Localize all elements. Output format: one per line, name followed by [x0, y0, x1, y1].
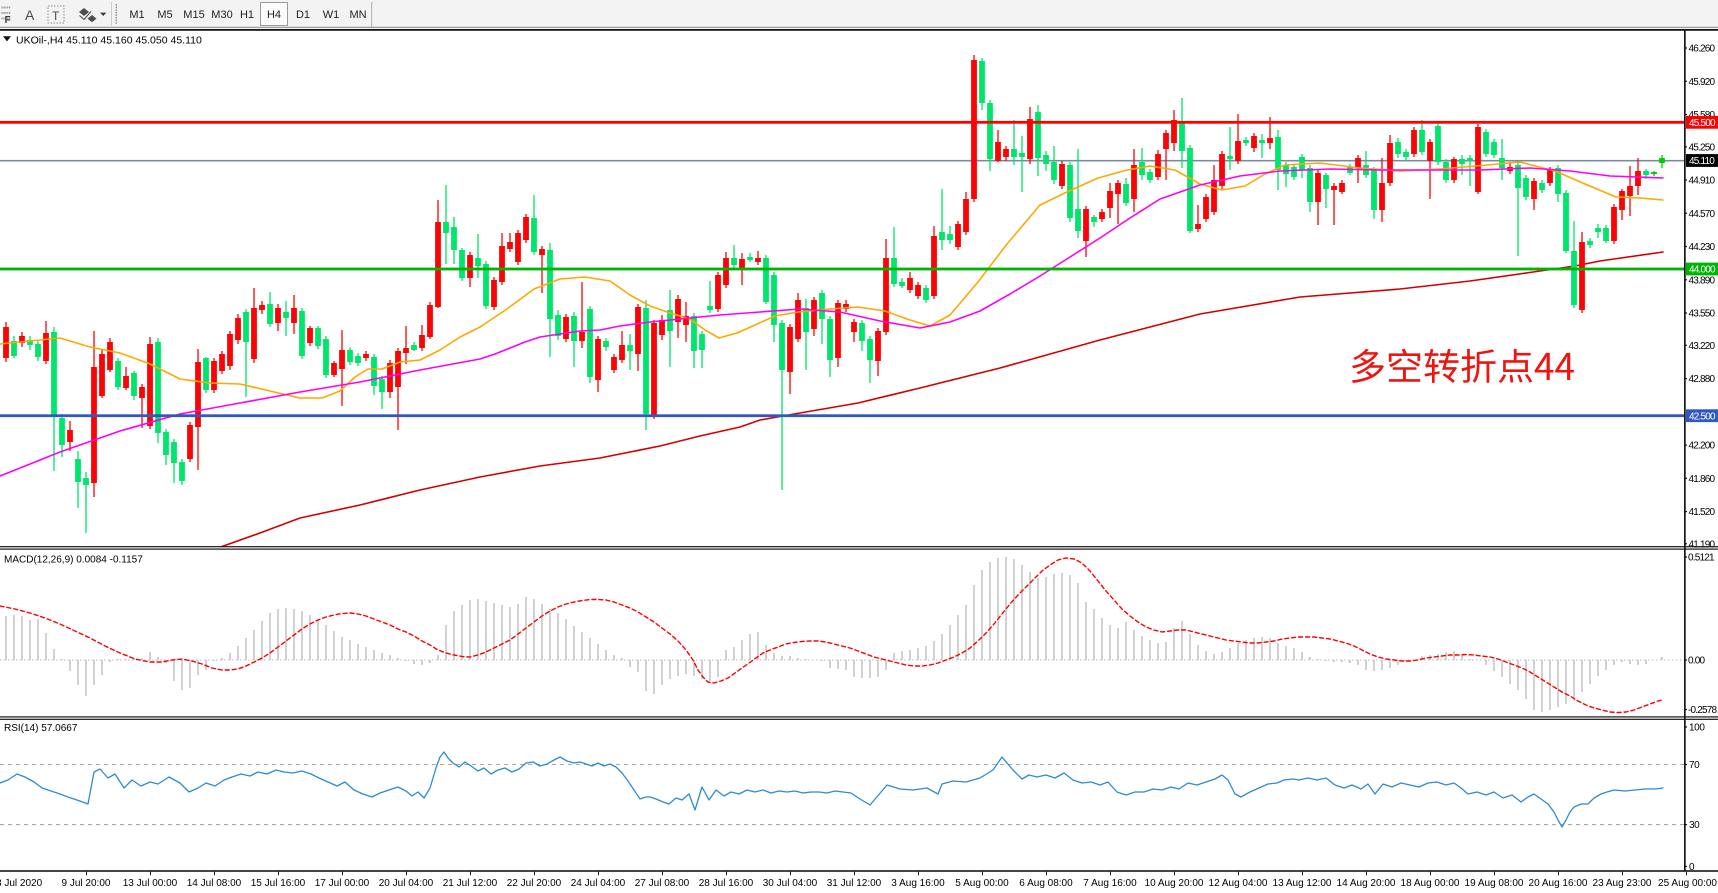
svg-text:5 Aug 00:00: 5 Aug 00:00 [955, 878, 1009, 889]
svg-text:44.570: 44.570 [1689, 209, 1716, 220]
svg-text:20 Jul 04:00: 20 Jul 04:00 [379, 878, 434, 889]
svg-text:MACD(12,26,9) 0.0084 -0.1157: MACD(12,26,9) 0.0084 -0.1157 [4, 555, 143, 566]
svg-text:45.920: 45.920 [1689, 77, 1716, 88]
svg-text:F: F [5, 15, 11, 26]
svg-text:25 Aug 00:00: 25 Aug 00:00 [1658, 878, 1717, 889]
svg-text:0.5121: 0.5121 [1688, 553, 1715, 564]
svg-text:70: 70 [1689, 760, 1700, 771]
svg-text:A: A [25, 7, 35, 23]
svg-text:21 Jul 12:00: 21 Jul 12:00 [443, 878, 498, 889]
svg-text:UKOil-,H4 45.110 45.160 45.05: UKOil-,H4 45.110 45.160 45.050 45.110 [16, 35, 202, 47]
svg-text:42.500: 42.500 [1689, 411, 1716, 422]
svg-text:24 Jul 04:00: 24 Jul 04:00 [571, 878, 626, 889]
svg-text:H4: H4 [267, 9, 281, 21]
svg-text:43.550: 43.550 [1689, 309, 1716, 320]
svg-text:-0.2578: -0.2578 [1688, 705, 1718, 716]
svg-text:30: 30 [1689, 820, 1700, 831]
svg-text:M5: M5 [157, 9, 172, 21]
svg-text:10 Aug 20:00: 10 Aug 20:00 [1145, 878, 1204, 889]
svg-text:12 Aug 04:00: 12 Aug 04:00 [1209, 878, 1268, 889]
svg-text:42.200: 42.200 [1689, 441, 1716, 452]
svg-text:22 Jul 20:00: 22 Jul 20:00 [507, 878, 562, 889]
svg-text:19 Aug 08:00: 19 Aug 08:00 [1465, 878, 1524, 889]
svg-text:45.250: 45.250 [1689, 142, 1716, 153]
svg-text:44.000: 44.000 [1689, 265, 1716, 276]
svg-text:42.880: 42.880 [1689, 374, 1716, 385]
svg-text:14 Aug 20:00: 14 Aug 20:00 [1337, 878, 1396, 889]
svg-text:100: 100 [1689, 723, 1705, 734]
svg-text:28 Jul 16:00: 28 Jul 16:00 [699, 878, 754, 889]
svg-text:41.520: 41.520 [1689, 507, 1716, 518]
svg-text:44.230: 44.230 [1689, 242, 1716, 253]
svg-text:8 Jul 2020: 8 Jul 2020 [0, 878, 43, 889]
svg-text:27 Jul 08:00: 27 Jul 08:00 [635, 878, 690, 889]
svg-text:M1: M1 [129, 9, 144, 21]
svg-text:9 Jul 20:00: 9 Jul 20:00 [62, 878, 111, 889]
svg-text:0.00: 0.00 [1688, 656, 1706, 667]
svg-text:D1: D1 [296, 9, 310, 21]
svg-text:15 Jul 16:00: 15 Jul 16:00 [251, 878, 306, 889]
svg-text:H1: H1 [240, 9, 254, 21]
svg-text:13 Jul 00:00: 13 Jul 00:00 [123, 878, 178, 889]
svg-text:46.260: 46.260 [1689, 44, 1716, 55]
svg-text:W1: W1 [323, 9, 340, 21]
svg-text:20 Aug 16:00: 20 Aug 16:00 [1529, 878, 1588, 889]
svg-text:3 Aug 16:00: 3 Aug 16:00 [891, 878, 945, 889]
svg-text:23 Aug 23:00: 23 Aug 23:00 [1593, 878, 1652, 889]
svg-text:45.500: 45.500 [1689, 118, 1716, 129]
svg-text:30 Jul 04:00: 30 Jul 04:00 [763, 878, 818, 889]
svg-text:44.910: 44.910 [1689, 176, 1716, 187]
svg-text:M30: M30 [211, 9, 232, 21]
svg-text:14 Jul 08:00: 14 Jul 08:00 [187, 878, 242, 889]
svg-text:43.220: 43.220 [1689, 341, 1716, 352]
svg-text:0: 0 [1689, 862, 1695, 873]
svg-text:RSI(14) 57.0667: RSI(14) 57.0667 [4, 723, 78, 734]
svg-text:T: T [52, 9, 60, 23]
svg-text:7 Aug 16:00: 7 Aug 16:00 [1083, 878, 1137, 889]
svg-text:17 Jul 00:00: 17 Jul 00:00 [315, 878, 370, 889]
svg-text:45.580: 45.580 [1689, 110, 1716, 121]
svg-text:45.110: 45.110 [1689, 156, 1715, 167]
svg-text:18 Aug 00:00: 18 Aug 00:00 [1401, 878, 1460, 889]
svg-text:M15: M15 [183, 9, 204, 21]
svg-text:41.860: 41.860 [1689, 474, 1716, 485]
svg-text:MN: MN [349, 9, 366, 21]
svg-text:41.190: 41.190 [1689, 539, 1716, 550]
svg-text:31 Jul 12:00: 31 Jul 12:00 [827, 878, 882, 889]
svg-text:6 Aug 08:00: 6 Aug 08:00 [1019, 878, 1073, 889]
svg-text:13 Aug 12:00: 13 Aug 12:00 [1273, 878, 1332, 889]
svg-text:43.890: 43.890 [1689, 275, 1716, 286]
